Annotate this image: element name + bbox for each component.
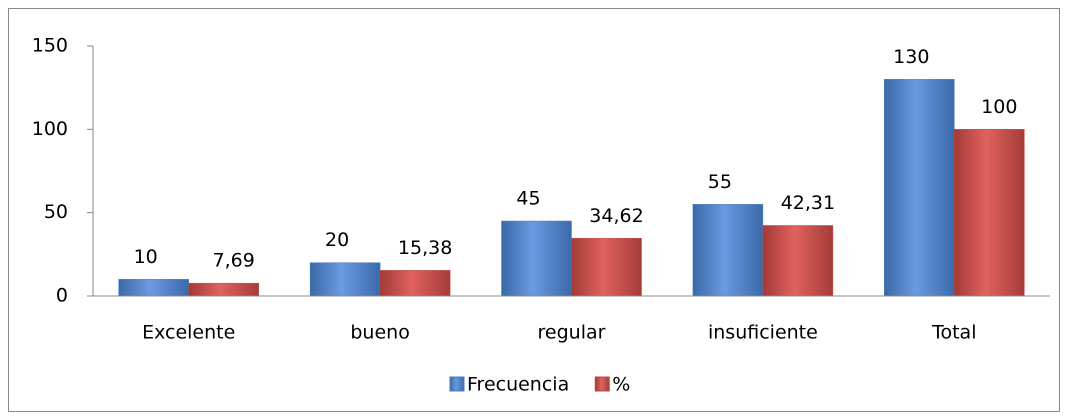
- data-label: 130: [893, 46, 929, 68]
- bar: [762, 225, 834, 297]
- bar: [118, 279, 189, 297]
- data-label: 7,69: [213, 250, 255, 272]
- legend-label: Frecuencia: [467, 374, 569, 396]
- legend-swatch: [594, 376, 610, 392]
- bar: [692, 204, 764, 297]
- y-tick-label: 50: [44, 201, 68, 223]
- data-label: 45: [516, 188, 540, 210]
- data-label: 15,38: [398, 237, 452, 259]
- x-tick-label: Total: [931, 322, 976, 344]
- bar: [379, 270, 451, 297]
- data-label: 55: [708, 171, 732, 193]
- bar: [571, 238, 642, 297]
- x-tick-label: bueno: [350, 322, 409, 344]
- legend-swatch: [449, 376, 465, 392]
- data-label: 34,62: [589, 205, 643, 227]
- legend-label: %: [612, 374, 630, 396]
- data-label: 100: [981, 96, 1017, 118]
- y-tick-label: 100: [32, 118, 68, 140]
- bar: [188, 282, 259, 297]
- data-label: 20: [325, 229, 349, 251]
- bar: [954, 129, 1025, 297]
- bar: [309, 262, 381, 297]
- y-tick-label: 0: [56, 285, 68, 307]
- bar: [884, 79, 955, 297]
- x-tick-label: regular: [538, 322, 606, 344]
- data-label: 42,31: [781, 192, 835, 214]
- data-label: 10: [134, 246, 158, 268]
- x-tick-label: Excelente: [142, 322, 235, 344]
- x-tick-label: insuficiente: [708, 322, 818, 344]
- bar: [501, 220, 572, 297]
- y-tick-label: 150: [32, 35, 68, 57]
